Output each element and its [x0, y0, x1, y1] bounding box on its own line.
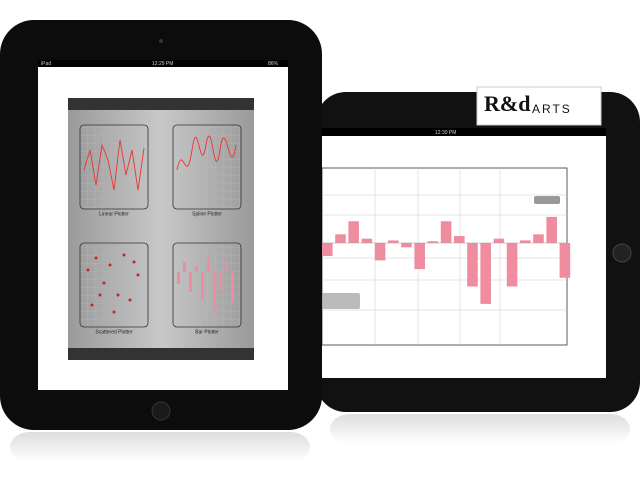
bar	[546, 216, 557, 243]
bar	[506, 243, 518, 287]
bar	[427, 241, 439, 243]
card-spline	[172, 124, 242, 210]
card-scatter	[79, 242, 149, 328]
bar	[374, 243, 386, 261]
mini-scatter	[86, 253, 140, 314]
bar	[322, 243, 333, 257]
bar	[388, 240, 399, 243]
status-battery: 86%	[268, 61, 279, 67]
status-time: 12:30 PM	[435, 130, 456, 136]
status-device: iPad	[41, 61, 51, 67]
panel-bottom	[68, 348, 254, 360]
card-label: Linear Plotter	[99, 211, 129, 217]
bar	[493, 238, 505, 243]
card-linear	[79, 124, 149, 210]
mini-line	[83, 139, 145, 191]
left-ipad: iPad 12:29 PM 86% Linear Plotter Spline …	[0, 20, 322, 430]
mini-bars	[177, 258, 234, 312]
bar	[467, 243, 478, 287]
card-label: Spline Plotter	[192, 211, 222, 217]
bar	[348, 221, 359, 243]
brand-name: ARTS	[532, 102, 572, 116]
home-button	[612, 243, 632, 263]
card-bar	[172, 242, 242, 328]
bar	[454, 236, 465, 243]
panel-top	[68, 98, 254, 110]
bar	[440, 221, 452, 243]
mini-spline	[176, 135, 237, 171]
bar	[414, 243, 425, 270]
chart-legend	[322, 293, 360, 309]
bar	[361, 238, 373, 243]
bar	[520, 240, 531, 243]
brand-logo: R&d	[484, 91, 530, 116]
chart-badge	[534, 196, 560, 204]
bar-series	[322, 216, 571, 304]
status-bar	[322, 128, 606, 136]
card-label: Bar Plotter	[195, 329, 219, 335]
reflection	[10, 432, 310, 462]
bar	[559, 243, 571, 278]
card-label: Scattered Plotter	[95, 329, 133, 335]
bar	[533, 234, 544, 243]
reflection	[330, 414, 630, 444]
home-button	[151, 401, 171, 421]
brand-tag	[476, 86, 602, 126]
bar	[335, 234, 346, 243]
status-time: 12:29 PM	[152, 61, 173, 67]
chart-frame	[321, 167, 568, 346]
status-bar	[38, 60, 288, 67]
right-ipad: 12:30 PM	[316, 92, 640, 412]
bar	[401, 243, 412, 248]
camera	[159, 39, 163, 43]
bar	[480, 243, 491, 304]
